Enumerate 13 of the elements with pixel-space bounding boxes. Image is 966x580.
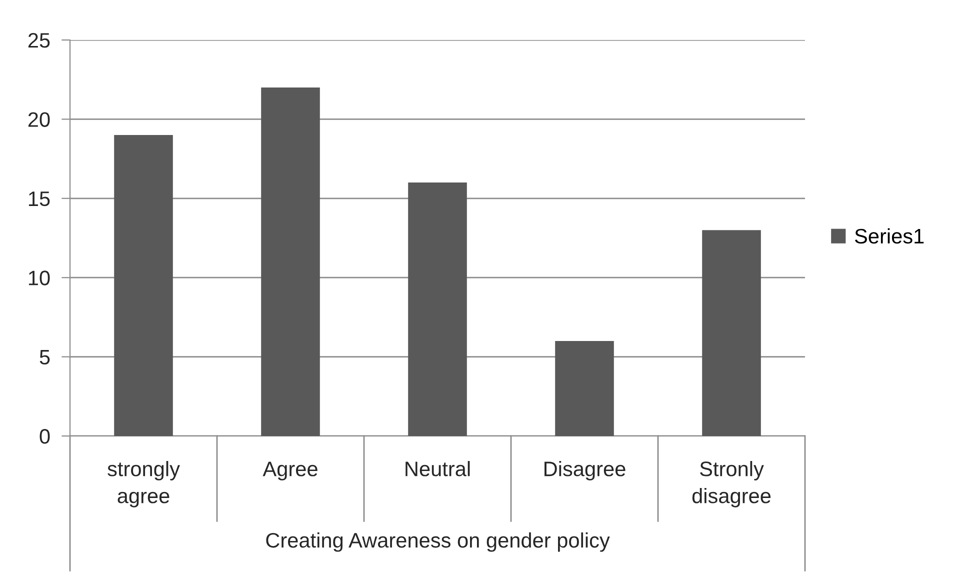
x-tick-label: Stronly disagree <box>692 461 771 508</box>
x-tick-label: strongly agree <box>108 461 180 508</box>
y-tick-label: 10 <box>28 270 50 286</box>
legend-label: Series1 <box>854 228 924 244</box>
y-tick-label: 15 <box>28 192 50 206</box>
x-tick-label: Agree <box>262 462 318 480</box>
x-tick-label: Disagree <box>544 461 626 480</box>
y-tick-label: 5 <box>40 350 50 365</box>
y-tick-label: 25 <box>28 33 50 48</box>
y-tick-label: 20 <box>28 112 50 127</box>
x-tick-label: Neutral <box>406 461 470 476</box>
y-tick-label: 0 <box>40 429 50 444</box>
x-axis-title: Creating Awareness on gender policy <box>266 532 610 552</box>
